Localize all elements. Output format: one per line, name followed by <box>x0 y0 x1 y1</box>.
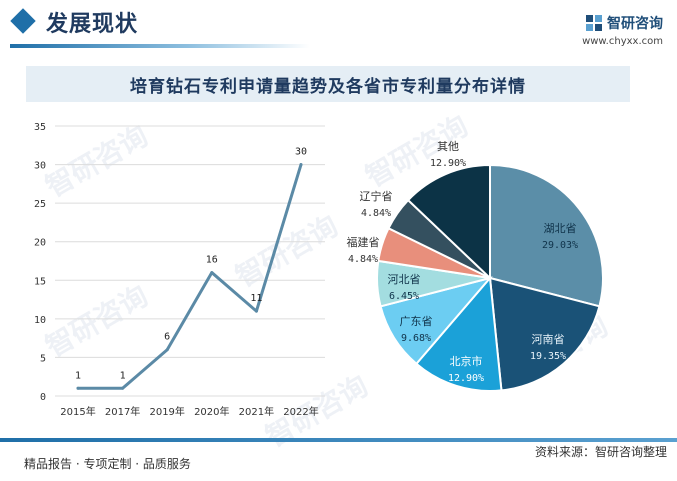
x-tick-label: 2015年 <box>60 405 95 418</box>
y-tick-label: 5 <box>40 353 46 364</box>
pie-slice <box>406 163 491 281</box>
slice-value-label: 12.90% <box>448 373 484 384</box>
y-tick-label: 10 <box>34 315 46 326</box>
data-label: 30 <box>295 147 307 158</box>
chart-title-band: 培育钻石专利申请量趋势及各省市专利量分布详情 <box>26 66 630 102</box>
slice-value-label: 29.03% <box>542 240 578 251</box>
slice-label: 北京市 <box>450 354 483 368</box>
data-label: 1 <box>120 370 126 381</box>
source-note: 资料来源：智研咨询整理 <box>534 445 667 459</box>
slice-label: 辽宁省 <box>360 189 393 203</box>
data-label: 6 <box>164 332 170 343</box>
y-tick-label: 30 <box>34 161 46 172</box>
brand: 智研咨询 <box>585 12 663 34</box>
y-tick-label: 0 <box>40 392 46 403</box>
footer-tagline: 精品报告 · 专项定制 · 品质服务 <box>24 457 191 471</box>
data-point <box>254 309 258 313</box>
brand-logo-icon <box>586 15 602 31</box>
pie-slice <box>489 163 604 308</box>
page-header: 发展现状 智研咨询 www.chyxx.com <box>0 0 677 56</box>
x-tick-label: 2019年 <box>149 405 184 418</box>
y-tick-label: 15 <box>34 276 46 287</box>
chart-title: 培育钻石专利申请量趋势及各省市专利量分布详情 <box>130 76 526 97</box>
slice-label: 河南省 <box>532 333 565 346</box>
brand-name: 智研咨询 <box>607 16 663 32</box>
y-tick-label: 25 <box>34 199 46 210</box>
data-point <box>165 348 169 352</box>
header-rule <box>10 44 310 48</box>
slice-value-label: 12.90% <box>430 158 466 169</box>
x-tick-label: 2020年 <box>194 405 229 418</box>
x-tick-label: 2021年 <box>239 405 274 418</box>
slice-value-label: 4.84% <box>361 208 391 219</box>
series-line <box>76 163 303 390</box>
slice-label: 福建省 <box>347 235 380 249</box>
x-tick-label: 2022年 <box>283 405 318 418</box>
data-label: 1 <box>75 370 81 381</box>
footer-rule <box>0 438 677 442</box>
data-point <box>76 386 80 390</box>
slice-label: 其他 <box>437 140 459 153</box>
data-label: 11 <box>250 293 262 304</box>
data-point <box>210 271 214 275</box>
x-tick-label: 2017年 <box>105 405 140 418</box>
slice-value-label: 4.84% <box>348 254 378 265</box>
data-point <box>121 386 125 390</box>
slice-label: 湖北省 <box>544 222 577 235</box>
slice-label: 广东省 <box>400 315 433 328</box>
section-title: 发展现状 <box>46 12 139 37</box>
pie-slice <box>415 275 503 392</box>
slice-value-label: 9.68% <box>401 333 431 344</box>
slice-value-label: 6.45% <box>389 291 419 302</box>
y-tick-label: 35 <box>34 122 46 133</box>
brand-url: www.chyxx.com <box>582 36 663 47</box>
y-tick-label: 20 <box>34 238 46 249</box>
data-label: 16 <box>206 255 218 266</box>
slice-value-label: 19.35% <box>530 351 566 362</box>
data-point <box>299 163 303 167</box>
pie-slice <box>488 276 601 392</box>
slice-label: 河北省 <box>388 273 421 286</box>
